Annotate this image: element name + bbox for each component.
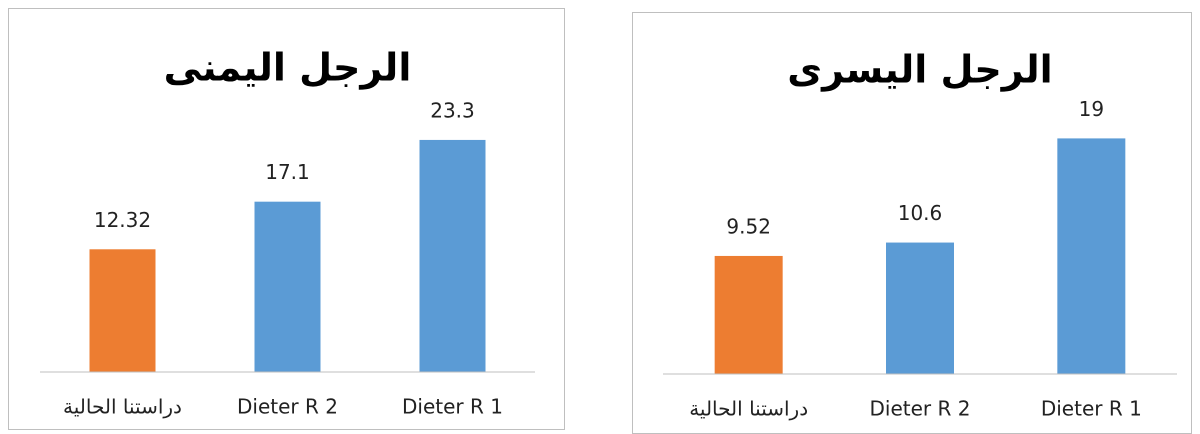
- chart-title: الرجل اليمنى: [164, 46, 412, 90]
- data-label: 19: [1079, 97, 1104, 121]
- bar: [419, 139, 486, 372]
- data-label: 17.1: [265, 160, 310, 184]
- bar: [254, 201, 321, 372]
- data-label: 10.6: [898, 201, 943, 225]
- x-tick-label: Dieter R 1: [402, 395, 503, 419]
- x-tick-label: Dieter R 2: [870, 397, 971, 421]
- data-label: 23.3: [430, 98, 475, 122]
- data-label: 12.32: [94, 208, 151, 232]
- x-tick-label: دراستنا الحالية: [63, 395, 182, 419]
- bar: [1057, 138, 1126, 374]
- chart-title: الرجل اليسرى: [787, 48, 1052, 92]
- x-tick-label: دراستنا الحالية: [689, 397, 808, 421]
- bar: [886, 242, 954, 374]
- data-label: 9.52: [726, 214, 771, 238]
- bar: [89, 249, 156, 372]
- x-tick-label: Dieter R 2: [237, 395, 338, 419]
- bar: [714, 255, 783, 374]
- x-tick-label: Dieter R 1: [1041, 397, 1142, 421]
